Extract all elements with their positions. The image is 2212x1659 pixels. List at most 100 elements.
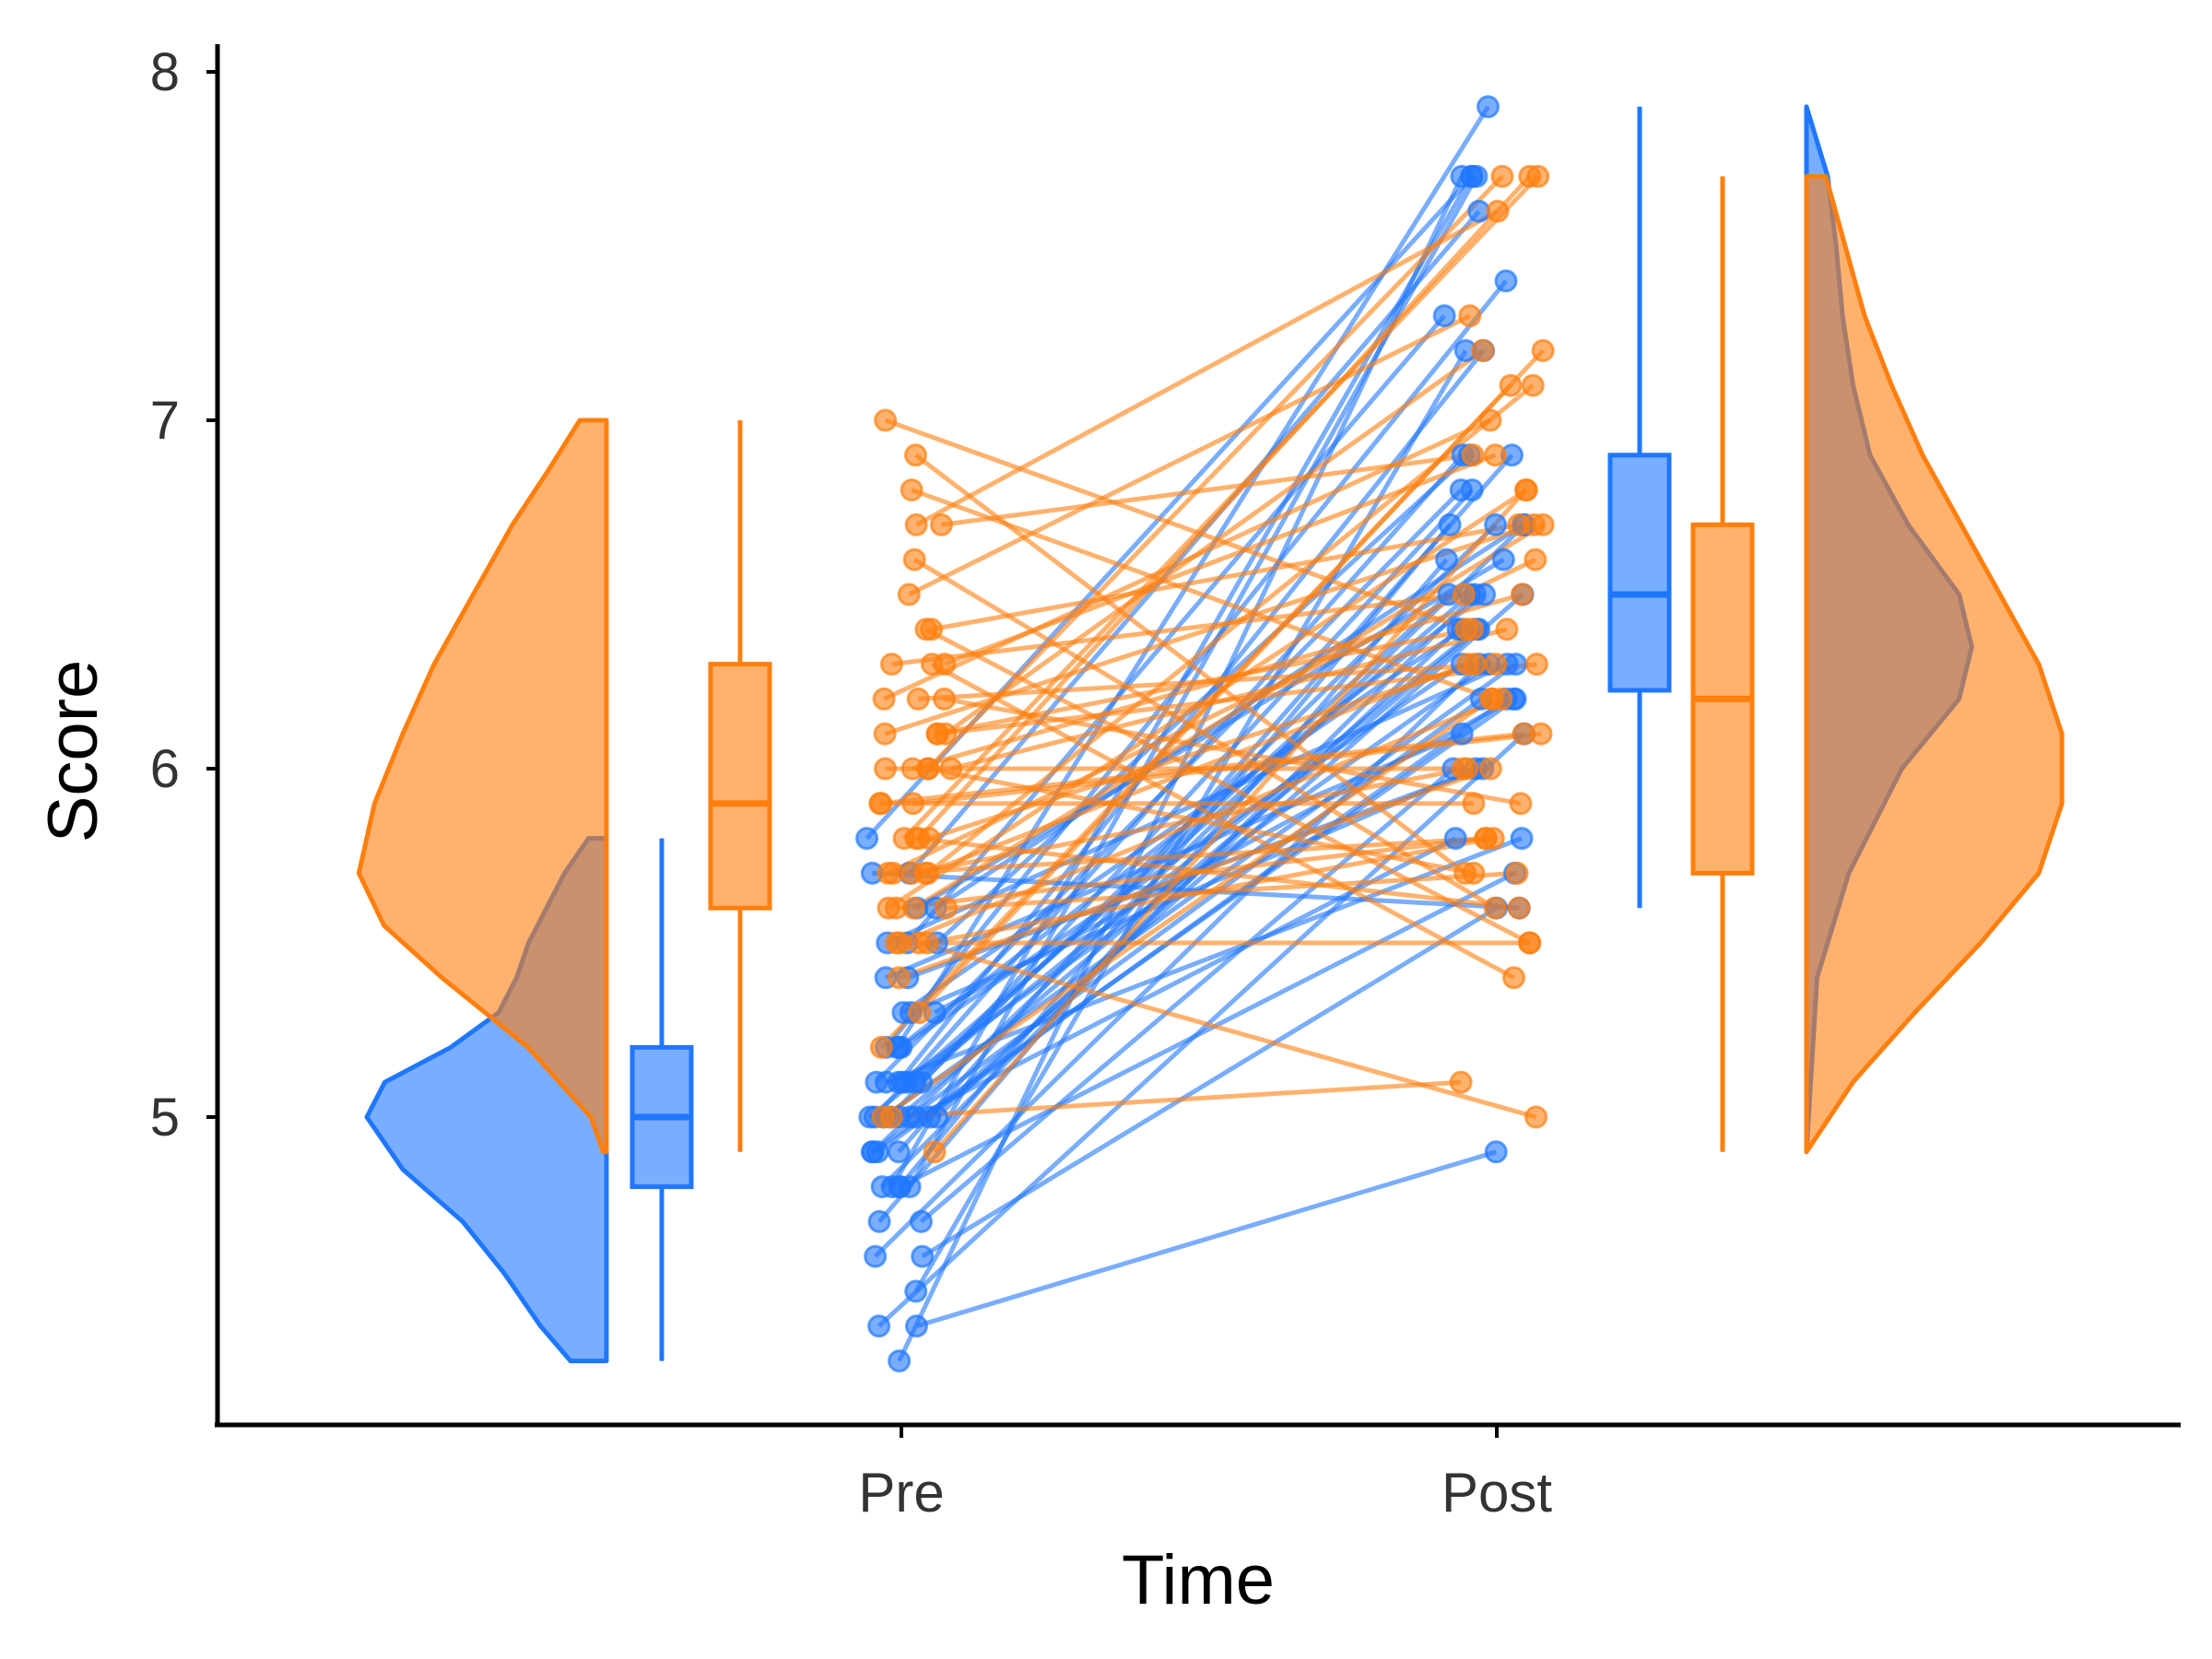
orange-pre-point [900,478,924,502]
blue-pair-line [880,593,1477,1189]
blue-post-point [1435,547,1459,571]
orange-pre-point [901,896,925,920]
orange-post-point [1531,512,1555,536]
orange-pre-point [901,792,925,816]
orange-pair-line [933,488,1528,1154]
orange-pre-point [868,792,892,816]
orange-post-point [1449,1070,1473,1094]
orange-post-point [1461,443,1485,467]
orange-post-point [1484,653,1508,677]
blue-pre-point [887,1140,911,1164]
orange-post-point [1486,199,1510,223]
blue-post-point [1491,547,1515,571]
blue-post-point [1450,722,1474,746]
y-ticks: 5 6 7 8 [150,42,218,1147]
orange-pre-point [904,443,928,467]
x-tick-label: Pre [858,1462,944,1524]
orange-pair-line [908,313,1471,597]
orange-pre-point [902,547,926,571]
orange-pre-point [872,687,896,711]
blue-post-point [1510,827,1534,851]
orange-pair-line [944,696,1522,806]
blue-post-point [1443,827,1467,851]
blue-pre-boxplot [629,838,694,1361]
y-axis-title: Score [34,660,112,843]
orange-pair-line [912,558,1497,911]
blue-pre-point [904,1279,928,1303]
orange-post-point [1507,896,1531,920]
orange-pair-line [946,870,1518,911]
orange-pair-line [943,453,1497,666]
orange-post-point [1524,547,1547,571]
blue-pre-point [911,1244,935,1268]
orange-pair-line [928,662,1476,841]
orange-post-point [1463,653,1487,677]
orange-post-point [1471,338,1495,362]
orange-post-point [1509,792,1533,816]
orange-post-point [1505,861,1529,885]
box-iqr [1607,453,1672,693]
orange-post-point [1495,618,1519,641]
orange-post-point [1510,582,1534,606]
orange-pre-point [871,1105,895,1129]
orange-post-point [1490,164,1514,188]
blue-pre-point [864,1244,888,1268]
blue-pair-line [877,732,1526,1328]
orange-pre-point [933,653,957,677]
orange-post-point [1458,304,1482,328]
blue-pre-point [867,1314,891,1338]
orange-pre-point [929,512,953,536]
orange-pre-point [939,757,963,781]
orange-pair-line [918,662,1497,701]
orange-pair-line [931,522,1520,632]
orange-post-point [1521,373,1545,397]
orange-post-point [1479,687,1503,711]
blue-pair-line [897,348,1486,1084]
orange-pre-point [873,722,897,746]
orange-post-point [1529,722,1553,746]
orange-pre-density [356,418,609,1155]
orange-pre-point [900,861,924,885]
orange-post-point [1454,618,1478,641]
boxplots-layer [629,106,1755,1361]
orange-post-point [1502,966,1526,990]
orange-pre-point [916,757,940,781]
orange-post-point [1524,653,1548,677]
orange-pair-line [911,488,1493,701]
orange-post-point [1462,861,1486,885]
blue-post-point [1460,164,1484,188]
blue-post-point [1432,304,1456,328]
orange-pair-line [950,627,1508,771]
blue-post-point [1494,269,1518,293]
orange-pre-point [917,827,941,851]
orange-pre-point [897,582,921,606]
x-tick-label: Post [1441,1462,1552,1524]
blue-post-point [1477,95,1500,119]
orange-post-point [1518,931,1542,955]
orange-post-point [1481,827,1505,851]
orange-post-point [1462,792,1486,816]
y-tick-label: 6 [150,739,180,799]
blue-post-point [1438,512,1462,536]
orange-post-point [1483,896,1507,920]
orange-post-point [1499,373,1523,397]
blue-pre-point [904,1314,928,1338]
blue-post-point [1504,653,1528,677]
orange-pair-line [926,174,1504,771]
density-layer [356,104,2065,1364]
orange-post-point [1483,443,1507,467]
blue-pre-point [861,1140,885,1164]
orange-post-point [1478,757,1502,781]
orange-pre-point [887,966,911,990]
orange-pair-line [912,731,1542,806]
orange-pre-boxplot [708,420,772,1152]
blue-post-boxplot [1607,106,1672,909]
blue-pre-point [910,1070,934,1094]
orange-pair-line [884,418,1468,632]
orange-pair-line [927,766,1475,876]
blue-pre-point [888,1349,912,1373]
orange-pre-point [906,687,930,711]
orange-post-point [1455,757,1479,781]
orange-pair-line [912,523,1545,911]
